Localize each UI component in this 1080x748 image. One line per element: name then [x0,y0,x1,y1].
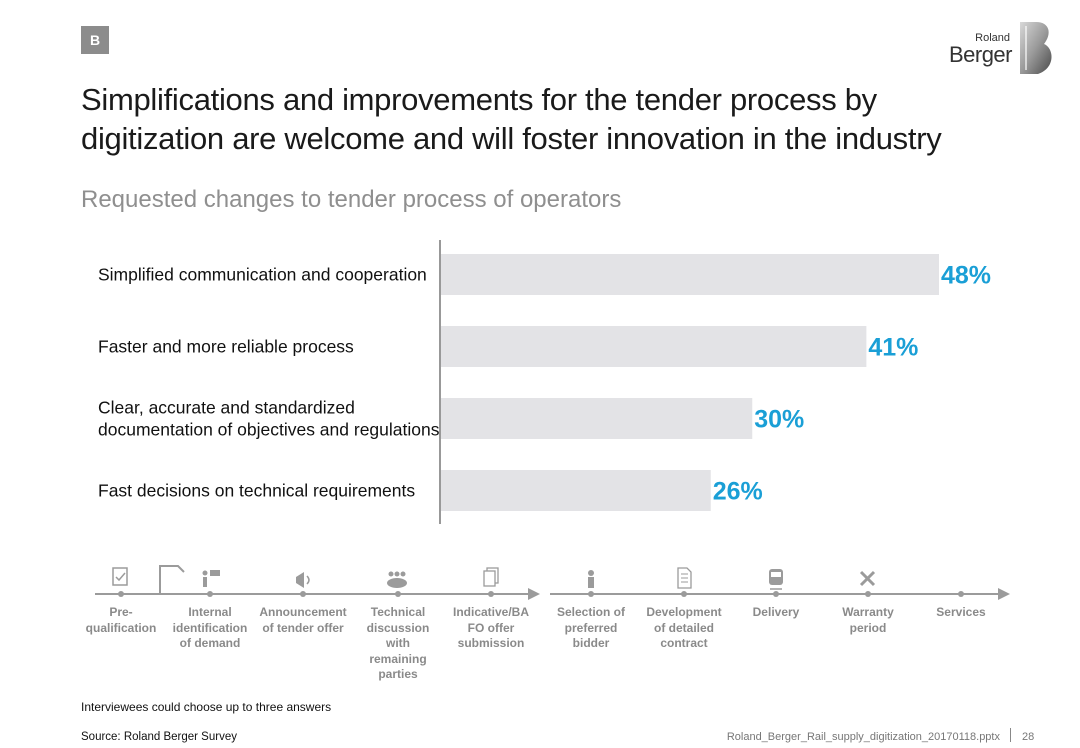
start-flag [159,565,185,594]
process-step-label: Selection of preferred bidder [556,605,625,650]
category-label: Fast decisions on technical requirements [98,481,415,501]
process-arrowhead-1 [528,588,540,600]
bar [441,470,711,511]
category-label: Faster and more reliable process [98,337,354,357]
bar [441,254,939,295]
process-step-label: Delivery [752,605,800,619]
category-label: documentation of objectives and regulati… [98,420,440,440]
category-label: Clear, accurate and standardized [98,398,355,418]
process-dot [207,591,213,597]
bar-chart: 48% Simplified communication and cooperat… [98,240,991,524]
page-number: 28 [1022,731,1035,743]
process-arrow [95,565,1010,600]
category-label: Simplified communication and cooperation [98,265,427,285]
footnote: Interviewees could choose up to three an… [81,700,332,714]
megaphone-icon [296,572,310,588]
value-label: 26% [713,478,763,506]
logo-text-bottom: Berger [948,42,1013,67]
process-step-label: Indicative/BA FO offer submission [452,605,530,650]
bar [441,398,753,439]
logo-text-top: Roland [975,32,1010,44]
process-dot [300,591,306,597]
process-dot [773,591,779,597]
person-sign-icon [202,570,220,587]
process-dot [588,591,594,597]
process-dot [958,591,964,597]
tools-icon [859,570,876,587]
process-step-label: Announcement of tender offer [259,605,347,635]
process-step-label: Services [936,605,986,619]
process-step-label: Internal identification of demand [172,605,248,650]
value-label: 48% [941,262,991,290]
process-step-label: Development of detailed contract [646,605,722,650]
process-arrowhead-2 [998,588,1010,600]
process-dot [681,591,687,597]
value-label: 30% [754,406,804,434]
process-step-label: Warranty period [842,605,894,635]
process-step-label: Technical discussion with remaining part… [366,605,430,681]
logo-b-mark [1020,22,1052,74]
train-icon [769,569,783,590]
person-icon [588,570,594,588]
section-badge: B [81,26,109,54]
file-name: Roland_Berger_Rail_supply_digitization_2… [726,731,1000,743]
process-dot [865,591,871,597]
group-icon [387,571,407,588]
contract-icon [677,567,692,589]
source-note: Source: Roland Berger Survey [81,731,237,743]
process-dot [118,591,124,597]
clipboard-icon [112,567,128,586]
roland-berger-logo: Roland Berger [944,20,1056,76]
process-dot [395,591,401,597]
bar [441,326,867,367]
process-step-label: Pre- qualification [85,605,157,635]
chart-subtitle: Requested changes to tender process of o… [81,186,622,213]
value-label: 41% [868,334,918,362]
slide-title: Simplifications and improvements for the… [81,82,942,156]
documents-icon [483,567,499,587]
process-dot [488,591,494,597]
tender-process-timeline: Pre- qualification Internal identificatio… [0,560,1080,690]
footer-divider [1010,728,1011,742]
